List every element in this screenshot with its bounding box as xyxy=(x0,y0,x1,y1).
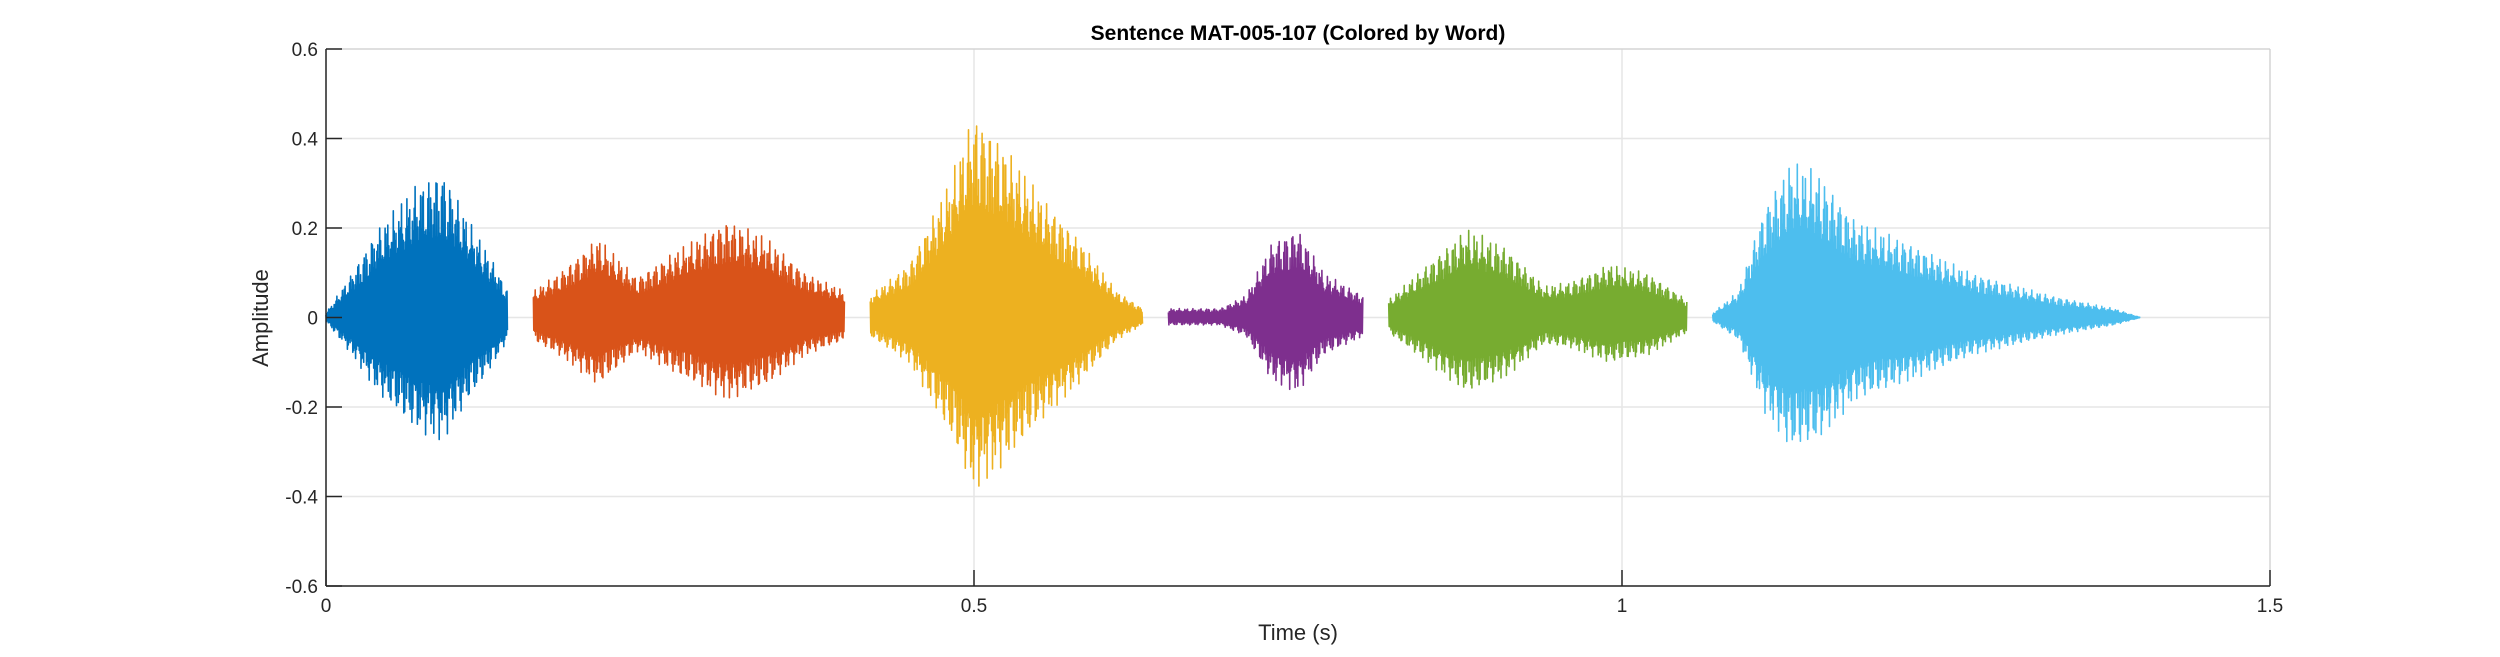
ticks: 0 0.5 1 1.5 -0.6 -0.4 -0.2 0 0.2 0.4 0.6 xyxy=(285,40,2283,617)
waveform-series-3 xyxy=(869,125,1144,487)
waveform-series-6 xyxy=(1711,163,2141,443)
y-tick-label: 0 xyxy=(307,309,318,330)
x-tick-label: 0.5 xyxy=(961,596,987,617)
waveform-series-2 xyxy=(532,225,846,399)
x-tick-label: 1 xyxy=(1617,596,1628,617)
x-axis-label: Time (s) xyxy=(1258,620,1338,645)
waveform-series-1 xyxy=(325,182,509,441)
waveform-series-4 xyxy=(1167,233,1364,391)
x-tick-label: 1.5 xyxy=(2257,596,2283,617)
y-tick-label: -0.6 xyxy=(285,577,318,598)
y-tick-label: 0.4 xyxy=(292,130,319,151)
chart-title: Sentence MAT-005-107 (Colored by Word) xyxy=(1091,22,1506,45)
y-tick-label: -0.2 xyxy=(285,398,318,419)
series-layer xyxy=(325,125,2141,487)
waveform-series-5 xyxy=(1387,229,1688,389)
y-tick-label: 0.6 xyxy=(292,40,318,61)
y-axis-label: Amplitude xyxy=(248,269,273,367)
y-tick-label: 0.2 xyxy=(292,219,318,240)
y-tick-label: -0.4 xyxy=(285,488,318,509)
x-tick-label: 0 xyxy=(321,596,332,617)
